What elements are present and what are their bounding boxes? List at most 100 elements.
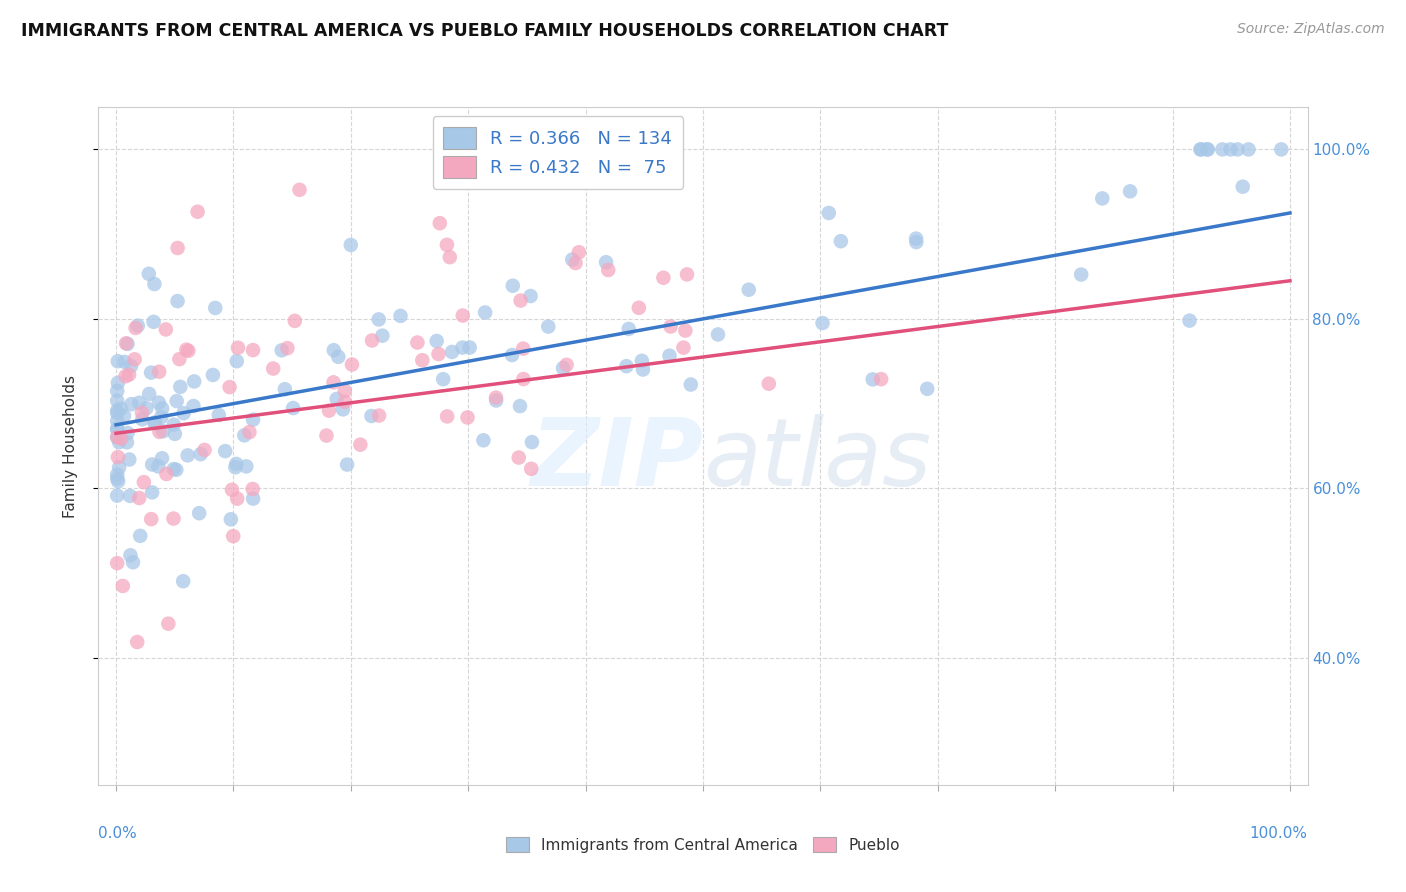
Point: [233, 428, 256, 442]
Point: [564, 256, 586, 270]
Point: [328, 350, 350, 364]
Point: [432, 372, 454, 386]
Point: [472, 434, 495, 448]
Point: [115, 336, 138, 351]
Point: [166, 241, 188, 255]
Point: [105, 430, 128, 444]
Point: [105, 414, 128, 428]
Point: [127, 635, 149, 649]
Point: [427, 347, 450, 361]
Point: [201, 368, 224, 382]
Point: [155, 322, 177, 336]
Point: [339, 238, 361, 252]
Point: [659, 319, 682, 334]
Point: [176, 449, 198, 463]
Point: [141, 458, 163, 472]
Point: [122, 555, 145, 569]
Point: [162, 511, 184, 525]
Point: [143, 416, 166, 430]
Point: [166, 394, 188, 409]
Point: [616, 359, 638, 373]
Point: [501, 348, 523, 362]
Point: [627, 301, 650, 315]
Point: [128, 395, 150, 409]
Point: [110, 432, 132, 446]
Point: [1119, 184, 1142, 198]
Point: [758, 376, 780, 391]
Point: [551, 361, 574, 376]
Point: [276, 341, 298, 355]
Point: [520, 435, 543, 450]
Point: [332, 402, 354, 417]
Point: [131, 412, 153, 426]
Point: [107, 376, 129, 390]
Point: [318, 403, 340, 417]
Point: [121, 397, 143, 411]
Point: [281, 401, 304, 415]
Point: [512, 372, 534, 386]
Point: [520, 462, 543, 476]
Point: [105, 556, 128, 570]
Point: [389, 309, 412, 323]
Point: [451, 341, 474, 355]
Point: [150, 451, 173, 466]
Point: [1270, 142, 1292, 157]
Point: [509, 293, 531, 308]
Point: [169, 352, 191, 367]
Point: [129, 529, 152, 543]
Point: [242, 412, 264, 426]
Point: [219, 512, 242, 526]
Point: [108, 435, 131, 450]
Point: [274, 382, 297, 396]
Point: [436, 237, 458, 252]
Legend: Immigrants from Central America, Pueblo: Immigrants from Central America, Pueblo: [501, 830, 905, 859]
Point: [631, 353, 654, 368]
Point: [114, 369, 136, 384]
Point: [131, 406, 153, 420]
Point: [188, 506, 211, 520]
Point: [166, 294, 188, 309]
Point: [128, 491, 150, 505]
Y-axis label: Family Households: Family Households: [63, 375, 77, 517]
Point: [135, 401, 157, 416]
Text: IMMIGRANTS FROM CENTRAL AMERICA VS PUEBLO FAMILY HOUSEHOLDS CORRELATION CHART: IMMIGRANTS FROM CENTRAL AMERICA VS PUEBL…: [21, 22, 949, 40]
Point: [502, 278, 524, 293]
Point: [138, 387, 160, 401]
Point: [371, 328, 394, 343]
Point: [340, 358, 363, 372]
Point: [242, 491, 264, 506]
Point: [177, 343, 200, 358]
Point: [105, 421, 128, 435]
Point: [235, 459, 257, 474]
Point: [436, 409, 458, 424]
Point: [325, 392, 347, 406]
Point: [537, 319, 560, 334]
Point: [862, 372, 884, 386]
Point: [658, 349, 681, 363]
Point: [120, 359, 142, 373]
Point: [406, 335, 429, 350]
Point: [1219, 142, 1241, 157]
Point: [118, 368, 141, 382]
Point: [1237, 142, 1260, 157]
Point: [905, 231, 928, 245]
Point: [105, 384, 128, 398]
Point: [561, 252, 583, 267]
Point: [349, 438, 371, 452]
Text: Source: ZipAtlas.com: Source: ZipAtlas.com: [1237, 22, 1385, 37]
Point: [226, 491, 249, 506]
Point: [107, 450, 129, 464]
Point: [183, 399, 205, 413]
Point: [224, 460, 246, 475]
Point: [242, 482, 264, 496]
Point: [173, 406, 195, 420]
Point: [117, 425, 139, 440]
Point: [333, 384, 356, 398]
Text: 100.0%: 100.0%: [1250, 826, 1308, 840]
Point: [322, 376, 344, 390]
Point: [142, 315, 165, 329]
Point: [138, 267, 160, 281]
Point: [187, 204, 209, 219]
Point: [411, 353, 433, 368]
Point: [508, 450, 530, 465]
